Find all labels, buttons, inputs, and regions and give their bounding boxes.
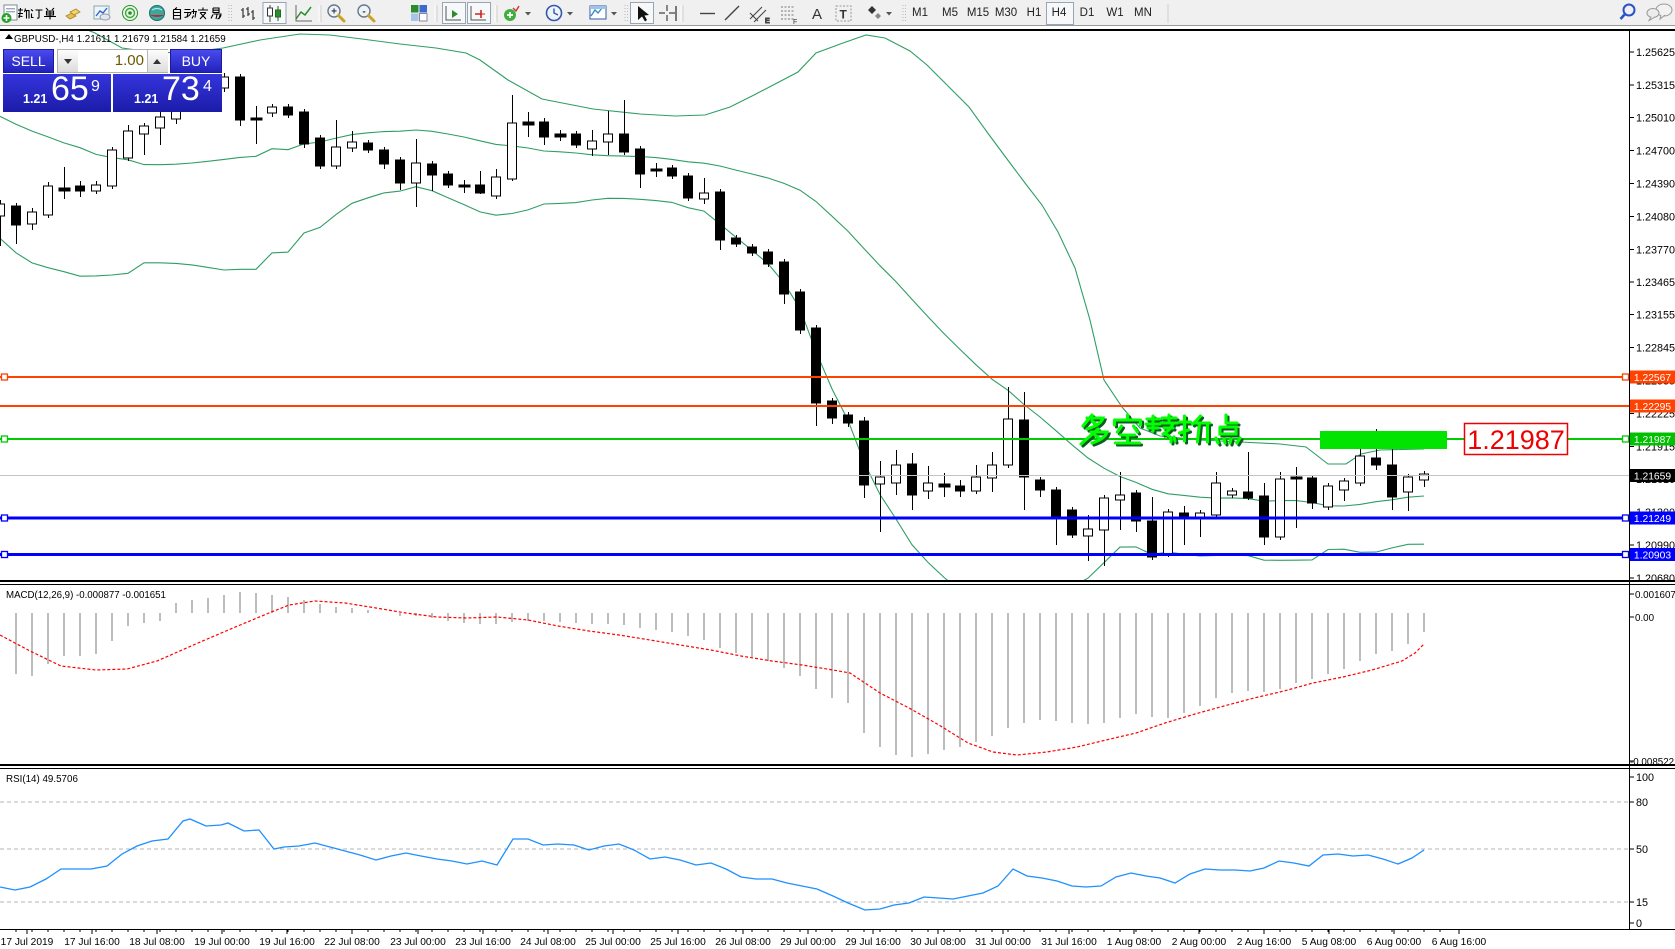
svg-text:31 Jul 00:00: 31 Jul 00:00 [975, 937, 1031, 948]
svg-text:100: 100 [1636, 772, 1654, 784]
svg-text:1.20680: 1.20680 [1636, 573, 1675, 585]
svg-text:T: T [840, 8, 848, 22]
svg-text:80: 80 [1636, 797, 1648, 809]
svg-text:0.001607: 0.001607 [1635, 590, 1675, 601]
svg-text:23 Jul 00:00: 23 Jul 00:00 [390, 937, 446, 948]
svg-text:A: A [812, 6, 822, 23]
svg-text:1.21987: 1.21987 [1467, 425, 1565, 455]
svg-text:6 Aug 00:00: 6 Aug 00:00 [1367, 937, 1422, 948]
svg-text:1.21987: 1.21987 [1634, 435, 1671, 446]
svg-text:19 Jul 00:00: 19 Jul 00:00 [194, 937, 250, 948]
svg-text:1.21249: 1.21249 [1634, 514, 1671, 525]
svg-text:RSI(14) 49.5706: RSI(14) 49.5706 [6, 774, 78, 785]
svg-text:1.24080: 1.24080 [1636, 211, 1675, 223]
svg-text:29 Jul 16:00: 29 Jul 16:00 [845, 937, 901, 948]
svg-text:50: 50 [1636, 844, 1648, 856]
svg-text:1.24700: 1.24700 [1636, 145, 1675, 157]
svg-text:22 Jul 08:00: 22 Jul 08:00 [324, 937, 380, 948]
svg-text:-0.008522: -0.008522 [1630, 757, 1674, 768]
svg-text:+: + [331, 7, 337, 18]
svg-text:0.00: 0.00 [1635, 613, 1655, 624]
svg-text:31 Jul 16:00: 31 Jul 16:00 [1041, 937, 1097, 948]
svg-text:1 Aug 08:00: 1 Aug 08:00 [1107, 937, 1162, 948]
svg-text:1.22567: 1.22567 [1634, 373, 1671, 384]
svg-text:30 Jul 08:00: 30 Jul 08:00 [910, 937, 966, 948]
svg-text:0: 0 [1636, 918, 1642, 930]
svg-text:1.23155: 1.23155 [1636, 310, 1675, 322]
svg-text:1.20903: 1.20903 [1634, 551, 1671, 562]
svg-text:23 Jul 16:00: 23 Jul 16:00 [455, 937, 511, 948]
svg-text:1.21659: 1.21659 [1634, 472, 1671, 483]
svg-text:1.25315: 1.25315 [1636, 80, 1675, 92]
svg-text:2 Aug 16:00: 2 Aug 16:00 [1237, 937, 1292, 948]
svg-text:1.24390: 1.24390 [1636, 178, 1675, 190]
svg-text:6 Aug 16:00: 6 Aug 16:00 [1432, 937, 1487, 948]
svg-text:26 Jul 08:00: 26 Jul 08:00 [715, 937, 771, 948]
svg-text:2 Aug 00:00: 2 Aug 00:00 [1172, 937, 1227, 948]
svg-text:17 Jul 16:00: 17 Jul 16:00 [64, 937, 120, 948]
svg-text:-: - [362, 7, 365, 18]
svg-text:25 Jul 16:00: 25 Jul 16:00 [650, 937, 706, 948]
svg-text:1.22295: 1.22295 [1634, 402, 1671, 413]
svg-text:1.25010: 1.25010 [1636, 112, 1675, 124]
svg-text:1.23770: 1.23770 [1636, 244, 1675, 256]
svg-text:24 Jul 08:00: 24 Jul 08:00 [520, 937, 576, 948]
svg-text:GBPUSD-,H4 1.21611 1.21679 1.: GBPUSD-,H4 1.21611 1.21679 1.21584 1.216… [14, 34, 226, 45]
svg-text:18 Jul 08:00: 18 Jul 08:00 [129, 937, 185, 948]
svg-text:E: E [765, 18, 770, 25]
svg-text:1.22845: 1.22845 [1636, 343, 1675, 355]
svg-text:17 Jul 2019: 17 Jul 2019 [1, 937, 54, 948]
svg-text:1.23465: 1.23465 [1636, 277, 1675, 289]
svg-text:5 Aug 08:00: 5 Aug 08:00 [1302, 937, 1357, 948]
svg-text:25 Jul 00:00: 25 Jul 00:00 [585, 937, 641, 948]
svg-text:19 Jul 16:00: 19 Jul 16:00 [259, 937, 315, 948]
svg-text:29 Jul 00:00: 29 Jul 00:00 [780, 937, 836, 948]
svg-text:15: 15 [1636, 897, 1648, 909]
svg-text:F: F [793, 19, 797, 26]
svg-text:MACD(12,26,9) -0.000877 -0.001: MACD(12,26,9) -0.000877 -0.001651 [6, 590, 166, 601]
svg-text:1.25625: 1.25625 [1636, 47, 1675, 59]
